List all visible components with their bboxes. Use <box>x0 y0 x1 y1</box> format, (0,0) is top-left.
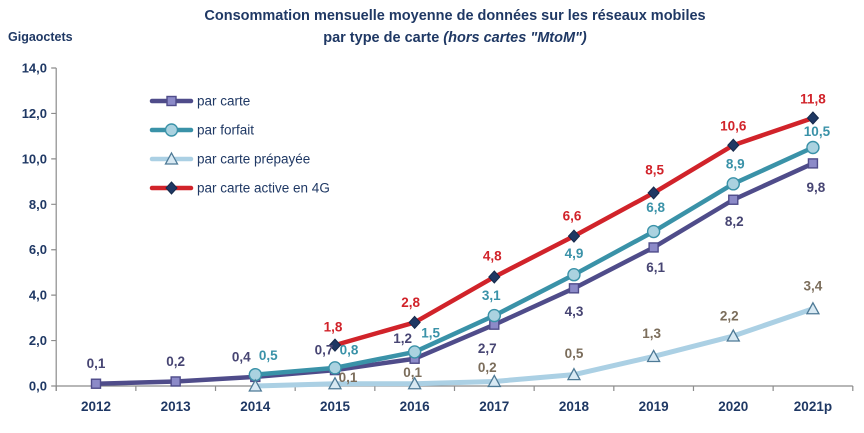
x-tick-label: 2018 <box>559 399 590 414</box>
data-label-par-forfait: 1,5 <box>421 325 440 340</box>
chart-title-line2-regular: par type de carte <box>323 30 444 46</box>
data-label-par-carte-active-en-4g: 1,8 <box>324 320 343 335</box>
marker-triangle-par-carte-pr-pay-e <box>566 367 582 381</box>
data-label-par-carte: 2,7 <box>478 341 497 356</box>
data-label-par-carte-pr-pay-e: 3,4 <box>804 278 823 293</box>
legend-label-par-carte-pr-pay-e: par carte prépayée <box>197 152 310 167</box>
marker-diamond-par-carte-active-en-4g <box>727 138 740 152</box>
data-label-par-carte: 4,3 <box>565 304 584 319</box>
y-tick-label: 12,0 <box>22 106 47 121</box>
y-tick-label: 4,0 <box>29 288 47 303</box>
data-label-par-forfait: 0,8 <box>340 342 359 357</box>
chart-title-line1: Consommation mensuelle moyenne de donnée… <box>204 8 706 24</box>
marker-square-par-carte <box>166 95 177 107</box>
marker-circle-par-forfait <box>164 123 179 137</box>
chart-title-line2: par type de carte (hors cartes "MtoM") <box>46 27 864 49</box>
data-label-par-carte: 8,2 <box>725 214 744 229</box>
legend-label-par-carte: par carte <box>197 94 250 109</box>
marker-triangle-par-carte-pr-pay-e <box>487 374 502 388</box>
marker-diamond-par-carte-active-en-4g <box>806 111 820 125</box>
x-tick-label: 2021p <box>794 399 832 414</box>
x-axis <box>55 385 854 391</box>
data-label-par-carte-pr-pay-e: 0,1 <box>339 370 358 385</box>
data-label-par-carte-pr-pay-e: 0,2 <box>478 360 497 375</box>
x-tick-label: 2017 <box>479 399 509 414</box>
marker-diamond-par-carte-active-en-4g <box>165 181 178 195</box>
data-label-par-carte: 0,2 <box>166 354 185 369</box>
data-label-par-carte: 9,8 <box>807 180 826 195</box>
y-tick-label: 2,0 <box>29 333 47 348</box>
marker-circle-par-forfait <box>726 177 740 191</box>
data-label-par-forfait: 6,8 <box>646 200 665 215</box>
marker-triangle-par-carte-pr-pay-e <box>248 378 263 392</box>
marker-diamond-par-carte-active-en-4g <box>408 315 421 330</box>
marker-square-par-carte <box>807 158 819 169</box>
x-tick-label: 2013 <box>161 399 192 414</box>
marker-square-par-carte <box>728 194 739 205</box>
marker-circle-par-forfait <box>567 268 581 282</box>
y-tick-label: 6,0 <box>29 242 47 257</box>
legend-label-par-forfait: par forfait <box>197 123 254 138</box>
data-label-par-carte-pr-pay-e: 1,3 <box>642 326 661 341</box>
marker-diamond-par-carte-active-en-4g <box>488 270 501 284</box>
x-tick-label: 2015 <box>320 399 351 414</box>
data-label-par-carte-active-en-4g: 8,5 <box>645 162 664 177</box>
marker-circle-par-forfait <box>407 345 422 359</box>
data-label-par-carte: 0,1 <box>87 356 106 371</box>
marker-triangle-par-carte-pr-pay-e <box>805 301 821 315</box>
marker-triangle-par-carte-pr-pay-e <box>646 349 661 363</box>
chart-title-line2-italic: (hors cartes "MtoM") <box>443 30 587 46</box>
data-label-par-forfait: 4,9 <box>565 246 584 261</box>
y-tick-label: 0,0 <box>29 379 47 394</box>
series-line-par-forfait <box>253 145 816 377</box>
data-label-par-carte: 0,7 <box>315 343 334 358</box>
marker-triangle-par-carte-pr-pay-e <box>407 376 422 390</box>
data-label-par-carte: 1,2 <box>393 331 412 346</box>
y-tick-label: 8,0 <box>29 197 47 212</box>
data-label-par-forfait: 10,5 <box>804 124 831 139</box>
marker-diamond-par-carte-active-en-4g <box>328 338 342 352</box>
x-tick-label: 2016 <box>400 399 431 414</box>
marker-triangle-par-carte-pr-pay-e <box>327 376 343 390</box>
data-label-par-forfait: 3,1 <box>482 288 501 303</box>
data-label-par-carte-pr-pay-e: 0,5 <box>565 346 584 361</box>
data-label-par-carte-pr-pay-e: 0,1 <box>403 365 422 380</box>
x-tick-label: 2014 <box>240 399 271 414</box>
y-axis-unit-label: Gigaoctets <box>8 30 73 44</box>
data-label-par-carte: 0,4 <box>232 349 251 364</box>
series-line-par-carte <box>93 161 816 386</box>
chart-title: Consommation mensuelle moyenne de donnée… <box>46 5 864 49</box>
data-label-par-carte-active-en-4g: 10,6 <box>720 119 747 134</box>
marker-circle-par-forfait <box>646 224 661 239</box>
data-label-par-forfait: 0,5 <box>259 348 278 363</box>
data-label-par-carte: 6,1 <box>646 260 665 275</box>
data-label-par-carte-active-en-4g: 4,8 <box>483 248 502 263</box>
legend-label-par-carte-active-en-4g: par carte active en 4G <box>197 181 330 196</box>
data-label-par-carte-pr-pay-e: 2,2 <box>720 309 739 324</box>
x-tick-label: 2020 <box>718 399 748 414</box>
data-label-par-carte-active-en-4g: 11,8 <box>800 91 826 106</box>
y-axis <box>51 67 57 391</box>
marker-triangle-par-carte-pr-pay-e <box>164 151 179 165</box>
marker-square-par-carte <box>90 378 102 389</box>
marker-circle-par-forfait <box>487 308 501 323</box>
x-tick-label: 2012 <box>81 399 111 414</box>
marker-diamond-par-carte-active-en-4g <box>647 186 660 200</box>
marker-circle-par-forfait <box>328 361 342 375</box>
data-label-par-carte-active-en-4g: 6,6 <box>563 209 582 224</box>
marker-square-par-carte <box>170 376 181 387</box>
x-tick-label: 2019 <box>639 399 669 414</box>
data-label-par-carte-active-en-4g: 2,8 <box>401 295 420 310</box>
marker-triangle-par-carte-pr-pay-e <box>726 328 741 342</box>
marker-diamond-par-carte-active-en-4g <box>567 229 581 243</box>
marker-circle-par-forfait <box>806 140 820 155</box>
series-line-par-carte-pr-pay-e <box>252 306 816 389</box>
y-tick-label: 14,0 <box>22 61 47 76</box>
marker-square-par-carte <box>568 283 580 294</box>
data-label-par-forfait: 8,9 <box>726 156 745 171</box>
y-tick-label: 10,0 <box>22 151 47 166</box>
marker-square-par-carte <box>648 242 659 253</box>
